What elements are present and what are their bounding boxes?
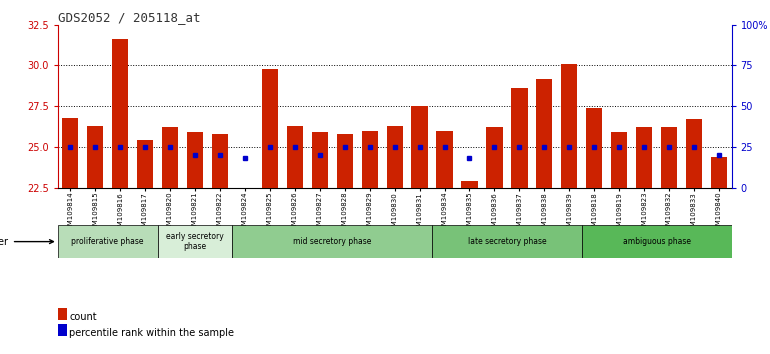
Bar: [461, 181, 477, 188]
Bar: [212, 134, 228, 188]
Bar: [636, 127, 652, 188]
Bar: [536, 79, 552, 188]
Bar: [511, 88, 527, 188]
Bar: [262, 69, 278, 188]
Bar: [561, 64, 578, 188]
Bar: [586, 108, 602, 188]
Bar: [158, 225, 233, 258]
Bar: [237, 188, 253, 189]
Bar: [87, 126, 103, 188]
Text: late secretory phase: late secretory phase: [467, 237, 546, 246]
Bar: [336, 134, 353, 188]
Text: percentile rank within the sample: percentile rank within the sample: [69, 328, 234, 338]
Bar: [62, 118, 79, 188]
Bar: [686, 119, 702, 188]
Bar: [137, 141, 153, 188]
Bar: [432, 225, 582, 258]
Bar: [582, 225, 732, 258]
Bar: [387, 126, 403, 188]
Text: proliferative phase: proliferative phase: [72, 237, 144, 246]
Bar: [162, 127, 178, 188]
Bar: [286, 126, 303, 188]
Text: early secretory
phase: early secretory phase: [166, 232, 224, 251]
Bar: [312, 132, 328, 188]
Bar: [112, 39, 129, 188]
Text: mid secretory phase: mid secretory phase: [293, 237, 371, 246]
Text: ambiguous phase: ambiguous phase: [623, 237, 691, 246]
Bar: [661, 127, 678, 188]
Text: count: count: [69, 312, 97, 322]
Bar: [58, 225, 158, 258]
Bar: [711, 157, 727, 188]
Bar: [362, 131, 378, 188]
Bar: [233, 225, 432, 258]
Text: GDS2052 / 205118_at: GDS2052 / 205118_at: [58, 11, 200, 24]
Bar: [411, 106, 427, 188]
Bar: [437, 131, 453, 188]
Bar: [487, 127, 503, 188]
Text: other: other: [0, 236, 53, 247]
Bar: [187, 132, 203, 188]
Bar: [611, 132, 628, 188]
